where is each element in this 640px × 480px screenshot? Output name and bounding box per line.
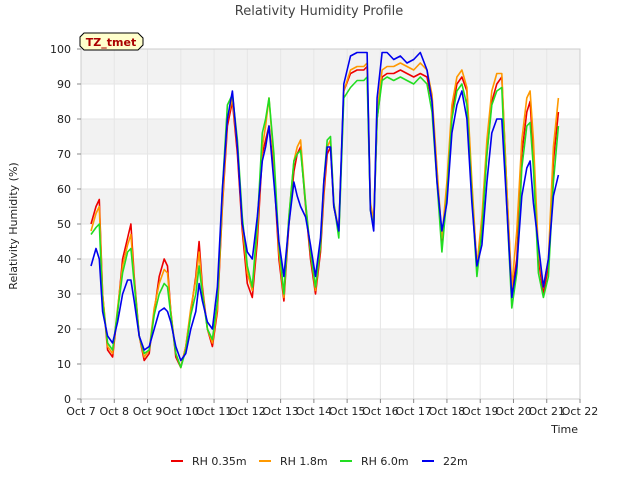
- legend: RH 0.35m RH 1.8m RH 6.0m 22m: [171, 455, 468, 468]
- x-tick-label: Oct 20: [495, 405, 532, 418]
- series-line-rh-6-0m: [90, 76, 560, 369]
- y-axis-label: Relativity Humidity (%): [7, 162, 20, 289]
- grid-band: [81, 329, 580, 364]
- legend-label: RH 1.8m: [280, 455, 328, 468]
- y-tick-label: 90: [57, 78, 71, 91]
- x-tick-label: Oct 8: [100, 405, 130, 418]
- y-tick-label: 60: [57, 183, 71, 196]
- x-tick-label: Oct 16: [362, 405, 399, 418]
- background-bands: [81, 49, 580, 364]
- x-tick-label: Oct 9: [133, 405, 163, 418]
- x-tick-label: Oct 7: [66, 405, 96, 418]
- chart-title: Relativity Humidity Profile: [235, 4, 403, 19]
- series-line-22m: [90, 51, 560, 362]
- y-tick-label: 50: [57, 218, 71, 231]
- y-tick-label: 80: [57, 113, 71, 126]
- y-tick-label: 100: [50, 43, 71, 56]
- legend-item: 22m: [422, 455, 468, 468]
- x-tick-label: Oct 11: [196, 405, 233, 418]
- y-tick-label: 10: [57, 358, 71, 371]
- legend-item: RH 0.35m: [171, 455, 247, 468]
- grid-band: [81, 49, 580, 84]
- y-tick-label: 0: [64, 393, 71, 406]
- x-tick-label: Oct 17: [395, 405, 432, 418]
- y-axis-ticks: 0 10 20 30 40 50 60 70 80 90 100: [50, 43, 81, 406]
- legend-label: RH 0.35m: [192, 455, 247, 468]
- y-tick-label: 20: [57, 323, 71, 336]
- site-badge: TZ_tmet: [79, 32, 144, 51]
- grid-band: [81, 259, 580, 294]
- y-tick-label: 30: [57, 288, 71, 301]
- x-tick-label: Oct 21: [528, 405, 565, 418]
- grid-band: [81, 189, 580, 224]
- x-tick-label: Oct 10: [163, 405, 200, 418]
- x-tick-label: Oct 19: [462, 405, 499, 418]
- x-tick-label: Oct 12: [229, 405, 266, 418]
- x-tick-label: Oct 13: [262, 405, 299, 418]
- x-tick-label: Oct 14: [296, 405, 333, 418]
- legend-item: RH 1.8m: [259, 455, 328, 468]
- x-tick-label: Oct 18: [429, 405, 466, 418]
- x-tick-label: Oct 22: [562, 405, 599, 418]
- legend-label: RH 6.0m: [361, 455, 409, 468]
- series-line-rh-1-8m: [90, 62, 560, 369]
- y-tick-label: 70: [57, 148, 71, 161]
- x-axis-label: Time: [550, 423, 578, 436]
- legend-item: RH 6.0m: [340, 455, 409, 468]
- site-badge-text: TZ_tmet: [86, 36, 136, 49]
- legend-label: 22m: [443, 455, 468, 468]
- y-tick-label: 40: [57, 253, 71, 266]
- series-layer: [90, 51, 560, 369]
- x-tick-label: Oct 15: [329, 405, 366, 418]
